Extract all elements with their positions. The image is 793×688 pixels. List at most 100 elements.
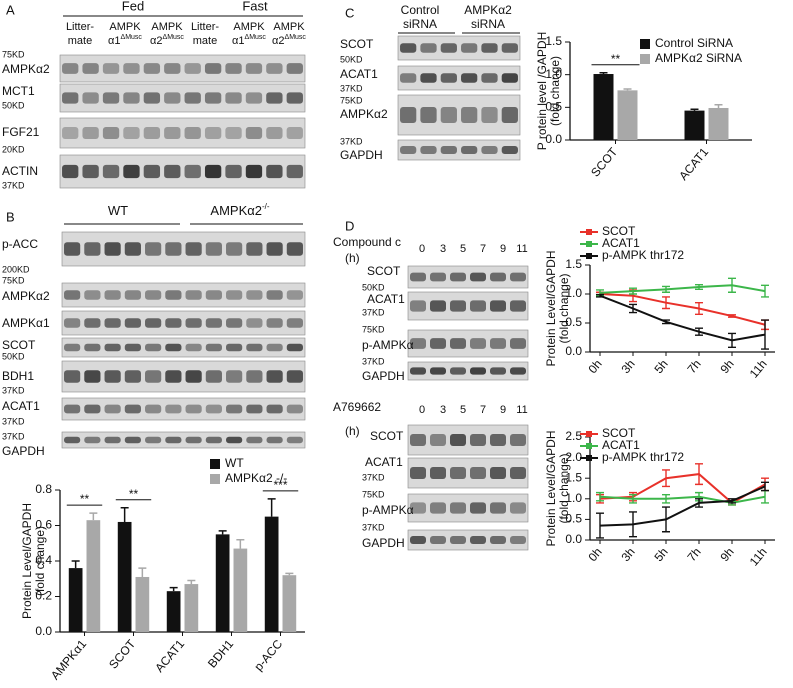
blot-band — [470, 300, 486, 312]
unit-label: (h) — [345, 251, 360, 265]
blot-band — [410, 502, 426, 514]
error-bar — [71, 560, 80, 569]
lane-label: AMPK — [109, 21, 141, 33]
lane-label: Litter- — [191, 21, 219, 33]
error-bar — [728, 314, 736, 318]
lane-label: AMPK — [273, 21, 305, 33]
error-bar — [662, 493, 670, 504]
error-bar — [728, 332, 736, 349]
blot — [61, 337, 306, 358]
blot-band — [286, 318, 303, 328]
blot-band — [450, 434, 466, 446]
row-label: p-AMPKα — [362, 338, 414, 352]
blot — [61, 360, 306, 393]
bar — [135, 576, 150, 632]
group-label: Fed — [122, 0, 144, 13]
blot-band — [430, 272, 446, 282]
y-tick-label: 0.2 — [35, 589, 52, 603]
blot-band — [82, 63, 99, 74]
blot-band — [62, 63, 79, 74]
blot — [61, 397, 306, 421]
blot-band — [123, 164, 140, 179]
row-label: 50KD — [340, 54, 363, 64]
legend-label: p-AMPK thr172 — [602, 450, 684, 464]
blot — [407, 529, 529, 551]
legend-marker — [586, 253, 592, 259]
blot-band — [123, 92, 140, 104]
error-bar — [695, 284, 703, 291]
bar — [684, 110, 705, 140]
row-label: 37KD — [362, 472, 385, 482]
blot — [61, 282, 306, 308]
blot-band — [102, 92, 120, 104]
error-bar — [138, 567, 147, 577]
blot-band — [165, 370, 182, 383]
x-tick-label: BDH1 — [205, 637, 237, 671]
error-bar — [596, 293, 604, 298]
blot-band — [145, 343, 162, 352]
bar — [233, 548, 248, 632]
blot — [407, 361, 529, 381]
blot-band — [225, 92, 242, 104]
blot-band — [430, 434, 446, 446]
y-tick-label: 0.5 — [545, 100, 562, 114]
row-label: AMPKα1 — [2, 316, 50, 330]
blot-band — [410, 367, 426, 375]
legend-label: WT — [225, 456, 244, 470]
row-label: ACAT1 — [340, 67, 378, 81]
time-label: 9 — [500, 243, 506, 255]
row-label: AMPKα2 — [2, 62, 50, 76]
blot-band — [501, 73, 518, 83]
row-label: AMPKα2 — [2, 289, 50, 303]
legend-label: ACAT1 — [602, 236, 640, 250]
blot-band — [266, 164, 283, 179]
blot — [407, 493, 529, 523]
blot — [407, 424, 529, 456]
time-label: 0 — [419, 404, 425, 416]
error-bar — [599, 71, 608, 75]
y-axis-label: (fold change) — [557, 453, 571, 523]
row-label: 20KD — [2, 144, 25, 154]
blot-band — [246, 343, 263, 352]
blot-band — [205, 242, 222, 256]
blot-band — [420, 107, 437, 123]
row-label: GAPDH — [362, 369, 405, 383]
time-label: 9 — [500, 404, 506, 416]
blot-band — [461, 43, 478, 53]
blot-band — [205, 290, 222, 300]
panel-letter: D — [345, 218, 354, 233]
blot-band — [64, 318, 81, 328]
blot-band — [104, 404, 121, 414]
blot-band — [226, 318, 243, 328]
blot-band — [185, 436, 202, 444]
lane-label-sup: ΔMusc — [285, 34, 307, 41]
x-tick-label: 0h — [585, 545, 604, 564]
y-tick-label: 2.0 — [565, 450, 582, 464]
error-bar — [187, 579, 196, 585]
error-bar — [267, 498, 276, 517]
blot-band — [266, 63, 283, 74]
lane-label: Litter- — [66, 21, 94, 33]
bar — [264, 516, 279, 632]
group-label-part: AMPKα2 — [210, 203, 262, 218]
blot-band — [64, 436, 81, 444]
y-tick-label: 0.8 — [35, 482, 52, 496]
blot — [407, 291, 529, 321]
series-line — [599, 294, 766, 342]
row-label: SCOT — [367, 264, 401, 278]
bar — [708, 107, 729, 140]
error-bar — [690, 108, 699, 111]
legend-label: Control SiRNA — [655, 36, 733, 50]
blot-band — [184, 127, 201, 139]
blot-band — [165, 436, 182, 444]
blot-band — [286, 164, 303, 179]
blot-band — [246, 370, 263, 383]
blot-band — [430, 338, 446, 349]
blot-band — [102, 63, 120, 74]
y-tick-label: 0.0 — [565, 344, 582, 358]
blot-band — [82, 92, 99, 104]
blot-band — [84, 242, 101, 256]
blot-band — [124, 370, 141, 383]
blot-band — [501, 107, 518, 123]
y-tick-label: 1.0 — [565, 491, 582, 505]
